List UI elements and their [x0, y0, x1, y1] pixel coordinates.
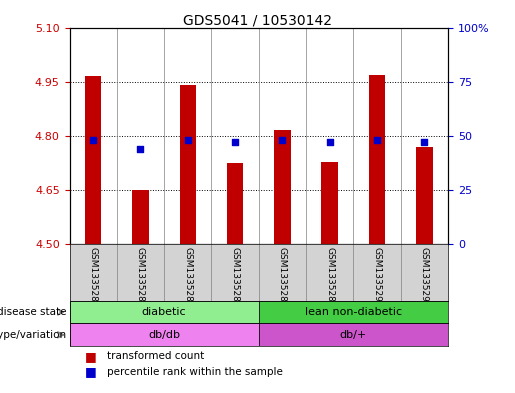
Bar	[132, 190, 149, 244]
Bar	[180, 85, 196, 244]
Text: GDS5041 / 10530142: GDS5041 / 10530142	[183, 14, 332, 28]
Bar	[416, 147, 433, 244]
Point	[89, 137, 97, 143]
Point	[373, 137, 381, 143]
Text: GSM1335285: GSM1335285	[136, 246, 145, 307]
Bar	[369, 75, 385, 244]
Point	[420, 139, 428, 145]
Text: genotype/variation: genotype/variation	[0, 330, 67, 340]
Text: ■: ■	[84, 365, 96, 378]
Text: lean non-diabetic: lean non-diabetic	[305, 307, 402, 317]
Bar	[274, 130, 291, 244]
Text: diabetic: diabetic	[142, 307, 186, 317]
Bar	[259, 323, 448, 346]
Text: GSM1335289: GSM1335289	[325, 246, 334, 307]
Bar	[259, 301, 448, 323]
Bar	[70, 323, 259, 346]
Text: transformed count: transformed count	[107, 351, 204, 361]
Bar	[85, 76, 101, 244]
Text: ■: ■	[84, 349, 96, 363]
Bar	[321, 162, 338, 244]
Text: db/+: db/+	[340, 330, 367, 340]
Text: db/db: db/db	[148, 330, 180, 340]
Point	[231, 139, 239, 145]
Text: GSM1335286: GSM1335286	[183, 246, 192, 307]
Text: percentile rank within the sample: percentile rank within the sample	[107, 367, 283, 377]
Text: GSM1335291: GSM1335291	[420, 246, 429, 307]
Bar	[227, 163, 244, 244]
Text: GSM1335290: GSM1335290	[372, 246, 382, 307]
Text: GSM1335287: GSM1335287	[231, 246, 239, 307]
Point	[184, 137, 192, 143]
Point	[278, 137, 286, 143]
Text: GSM1335284: GSM1335284	[89, 246, 98, 307]
Text: GSM1335288: GSM1335288	[278, 246, 287, 307]
Text: disease state: disease state	[0, 307, 67, 317]
Bar	[70, 301, 259, 323]
Point	[136, 145, 145, 152]
Point	[325, 139, 334, 145]
